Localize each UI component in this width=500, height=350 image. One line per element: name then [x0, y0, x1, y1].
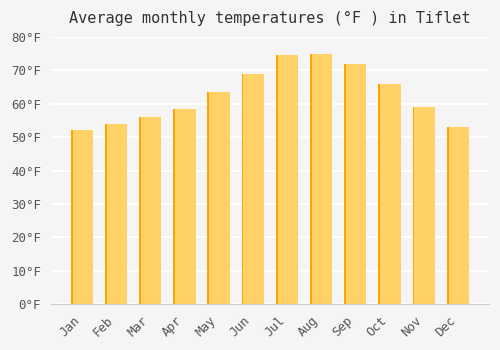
Bar [310, 54, 312, 304]
Bar [174, 109, 196, 304]
Title: Average monthly temperatures (°F ) in Tiflet: Average monthly temperatures (°F ) in Ti… [69, 11, 470, 26]
Bar [174, 109, 175, 304]
Bar [70, 131, 93, 304]
Bar [378, 84, 380, 304]
Bar [344, 64, 346, 304]
Bar [447, 127, 448, 304]
Bar [276, 55, 298, 304]
Bar [70, 131, 72, 304]
Bar [139, 117, 141, 304]
Bar [208, 92, 230, 304]
Bar [412, 107, 414, 304]
Bar [139, 117, 162, 304]
Bar [105, 124, 106, 304]
Bar [310, 54, 332, 304]
Bar [412, 107, 435, 304]
Bar [242, 74, 244, 304]
Bar [276, 55, 278, 304]
Bar [447, 127, 469, 304]
Bar [378, 84, 400, 304]
Bar [105, 124, 127, 304]
Bar [344, 64, 366, 304]
Bar [242, 74, 264, 304]
Bar [208, 92, 210, 304]
